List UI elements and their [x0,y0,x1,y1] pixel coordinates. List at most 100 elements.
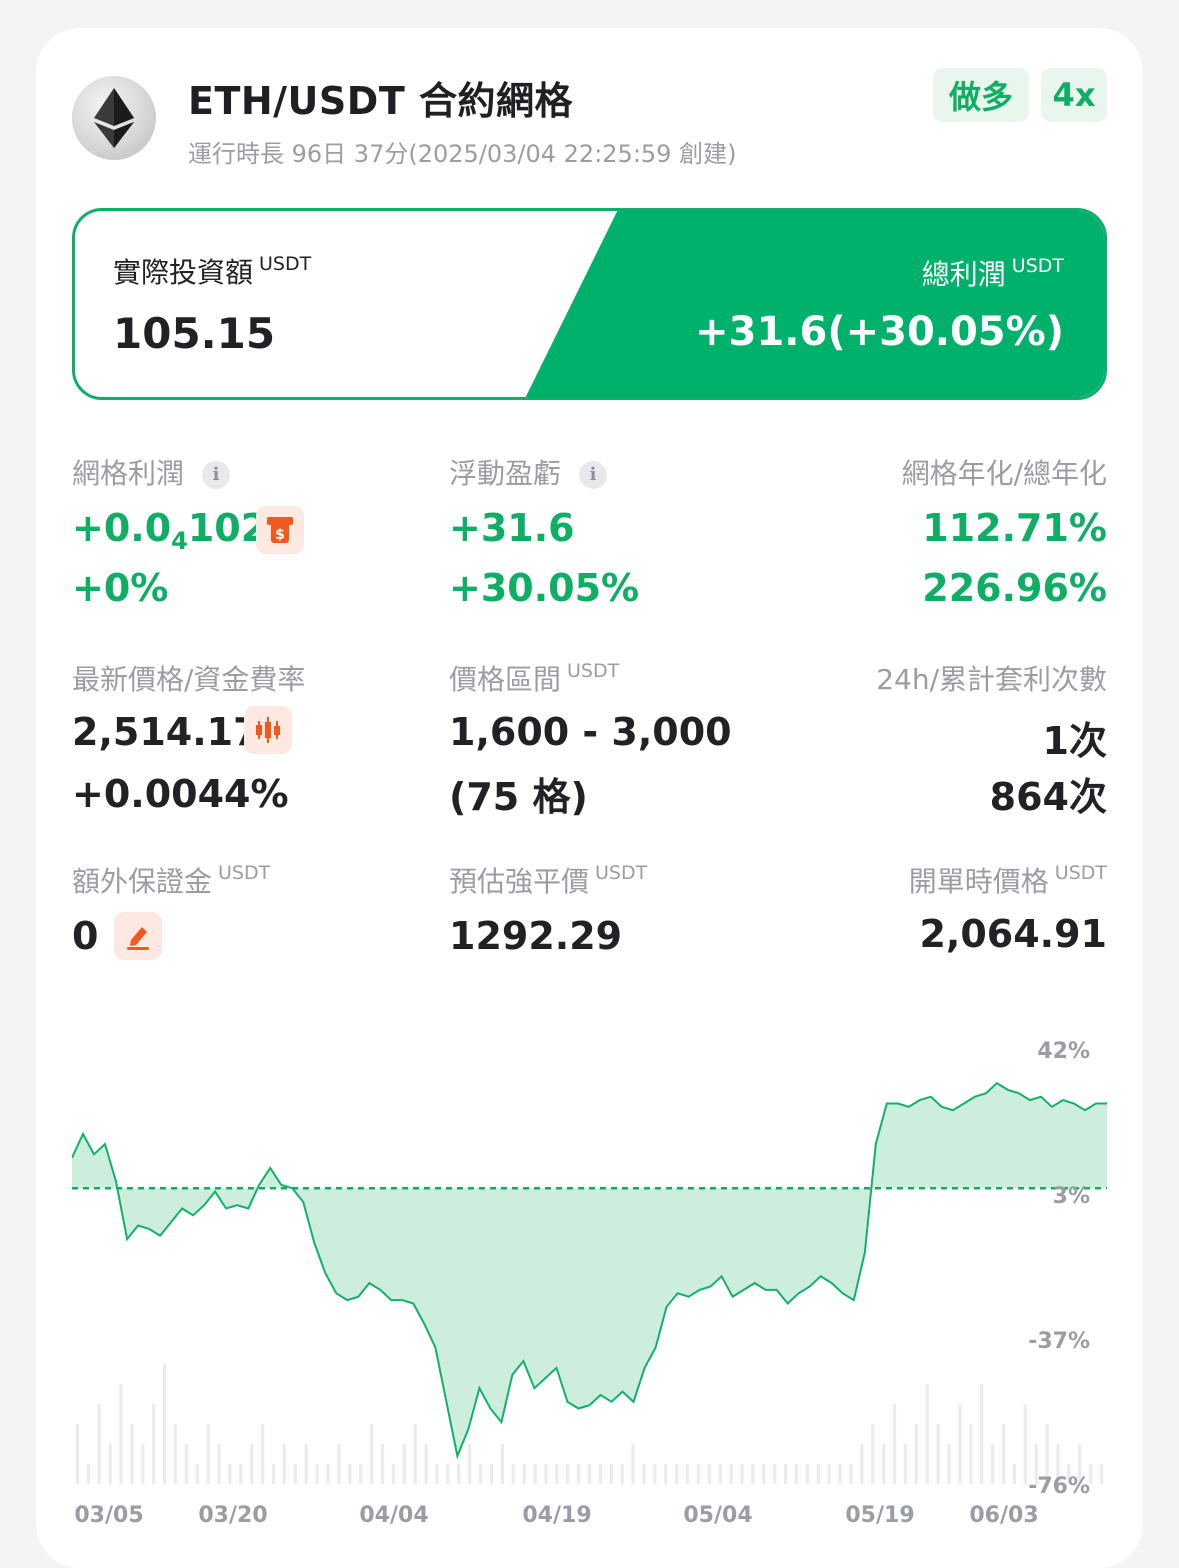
volume-bar [969,1424,973,1484]
volume-bar [457,1464,461,1484]
page-title: ETH/USDT 合約網格 [188,79,573,123]
volume-bar [359,1464,363,1484]
latest-price-label: 最新價格/資金費率 [72,663,306,696]
volume-bar [707,1464,711,1484]
profit-panel [525,211,1104,397]
volume-bar [892,1404,897,1484]
x-tick-label: 03/20 [198,1503,267,1528]
liq-price-label: 預估強平價 USDT [449,862,648,898]
volume-bar [827,1464,831,1484]
volume-bar [271,1464,276,1484]
volume-bar [609,1464,613,1484]
pnl-area [72,1083,1107,1456]
floating-pnl-value: +31.6 [449,506,575,550]
volume-bar [337,1444,341,1484]
volume-bar [1045,1424,1049,1484]
volume-bar [773,1464,777,1484]
volume-bar [794,1464,799,1484]
volume-bar [1012,1464,1017,1484]
volume-bar [1067,1464,1071,1484]
volume-bar [130,1424,134,1484]
open-price-label: 開單時價格 USDT [908,862,1107,898]
volume-bar [925,1384,929,1484]
volume-bar [162,1364,167,1484]
volume-bar [751,1464,755,1484]
volume-bar [184,1444,189,1484]
liq-price-value: 1292.29 [449,914,623,958]
edit-icon[interactable] [114,912,162,960]
volume-bar [173,1424,178,1484]
y-tick-label: 42% [1037,1039,1090,1064]
pnl-chart[interactable]: 42% 3% -37% -76% 03/05 03/20 04/04 04/19 05/04 05… [72,1018,1143,1538]
volume-bar [762,1464,766,1484]
withdraw-profit-icon[interactable]: $ [256,506,304,554]
volume-bar [620,1464,624,1484]
volume-bar [282,1444,287,1484]
volume-bar [228,1464,232,1484]
funding-rate-value: +0.0044% [72,772,289,816]
volume-bar [1056,1444,1060,1484]
volume-bar [315,1464,319,1484]
floating-pnl-label: 浮動盈虧 i [449,452,608,492]
ethereum-icon [72,76,156,160]
extra-margin-value: 0 [72,914,99,958]
volume-bar [664,1464,668,1484]
invest-label: 實際投資額 USDT [113,253,312,289]
volume-bar [250,1444,254,1484]
volume-bar [990,1444,995,1484]
volume-bar [947,1444,951,1484]
candlestick-icon[interactable] [244,706,292,754]
volume-bar [152,1404,156,1484]
volume-bar [206,1424,210,1484]
invest-value: 105.15 [113,309,276,358]
volume-bar [380,1444,385,1484]
x-tick-label: 04/04 [359,1503,428,1528]
volume-bar [1034,1444,1038,1484]
volume-bar [326,1464,330,1484]
volume-bar [871,1424,875,1484]
x-tick-label: 04/19 [522,1503,591,1528]
volume-bar [849,1464,853,1484]
volume-bar [598,1464,603,1484]
arbitrage-24h-value: 1次 [1042,719,1107,763]
svg-text:$: $ [275,527,285,543]
latest-price-value: 2,514.17 [72,710,260,754]
arbitrage-total-value: 864次 [989,775,1107,819]
volume-bar [631,1444,635,1484]
pnl-line [72,1081,1107,1460]
x-tick-label: 06/03 [969,1503,1038,1528]
volume-bar [783,1464,788,1484]
volume-bar [816,1464,820,1484]
volume-bar [402,1444,406,1484]
volume-bar [1023,1404,1027,1484]
info-icon[interactable]: i [202,461,231,489]
volume-bar [696,1464,701,1484]
grid-profit-percent: +0% [72,566,169,610]
x-tick-label: 05/04 [683,1503,752,1528]
y-tick-label: 3% [1053,1184,1090,1209]
leverage-tag: 4x [1041,68,1107,122]
profit-label: 總利潤 USDT [921,255,1064,291]
volume-bar [435,1464,439,1484]
volume-bar [740,1464,744,1484]
volume-bar [1001,1424,1006,1484]
volume-bar [75,1424,80,1484]
info-icon[interactable]: i [579,461,608,489]
volume-bar [97,1404,101,1484]
volume-bar [348,1464,352,1484]
profit-value: +31.6(+30.05%) [695,309,1064,355]
volume-bar [195,1464,199,1484]
y-tick-label: -37% [1028,1329,1090,1354]
extra-margin-label: 額外保證金 USDT [72,862,271,898]
volume-bar [576,1464,581,1484]
price-range-value: 1,600 - 3,000 [449,710,732,754]
volume-bar [914,1424,918,1484]
volume-bar [86,1464,90,1484]
volume-bar [391,1464,396,1484]
y-tick-label: -76% [1028,1474,1090,1499]
grid-profit-value: +0.04102 [72,506,268,555]
volume-bar [478,1464,483,1484]
volume-bar [1099,1464,1104,1484]
volume-bar [882,1444,886,1484]
volume-bar [511,1464,515,1484]
